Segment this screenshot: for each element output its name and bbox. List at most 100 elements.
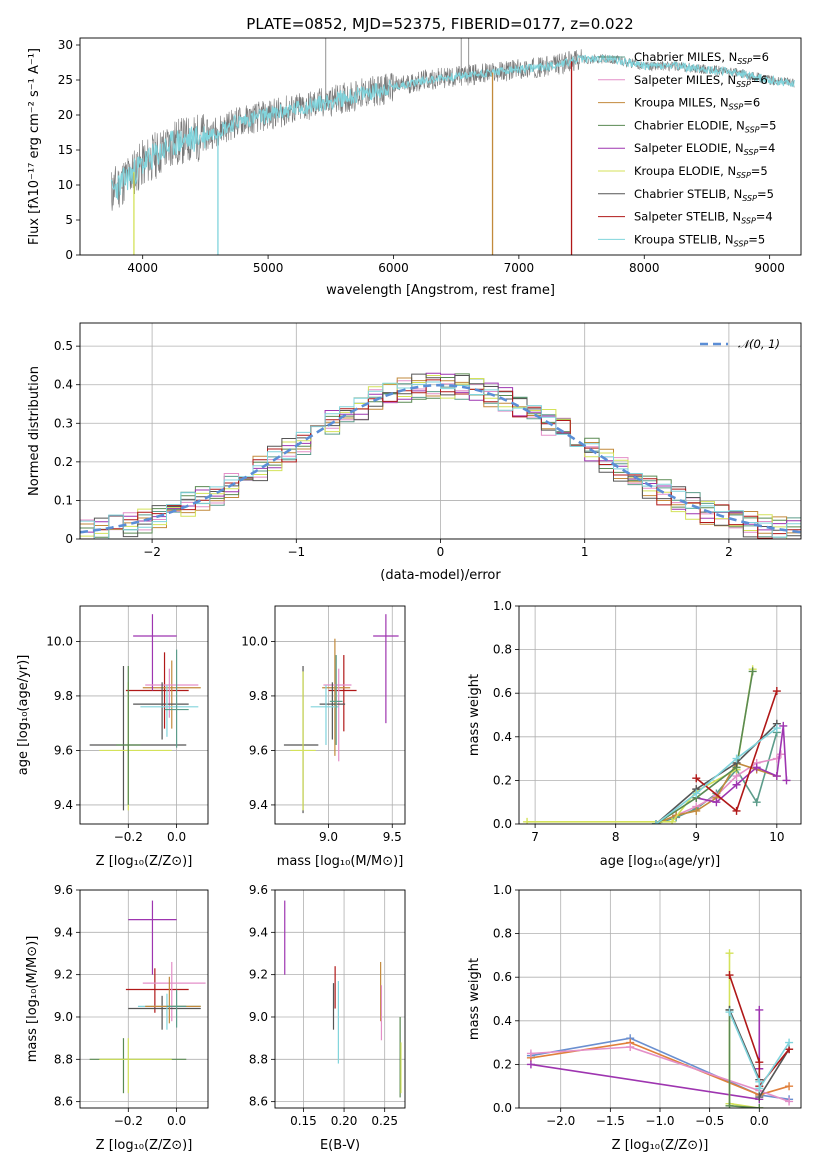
axes-frame (518, 889, 802, 1109)
legend-label-subscript: SSP (742, 194, 757, 203)
series-point-marker (692, 806, 701, 815)
x-tick-label: 0.0 (750, 1114, 769, 1128)
y-tick-label: 9.0 (54, 1010, 73, 1024)
series-point-marker (732, 780, 741, 789)
series-point-marker (732, 806, 741, 815)
legend-label: Kroupa STELIB, NSSP=5 (634, 232, 765, 248)
legend-label-suffix: =6 (751, 73, 768, 87)
y-tick-label: 30 (58, 38, 73, 52)
legend-label-suffix: =4 (758, 141, 775, 155)
y-tick-label: 0.2 (493, 773, 512, 787)
x-tick-label: 6000 (378, 261, 409, 275)
series-point-marker (782, 776, 791, 785)
y-tick-label: 0.2 (54, 455, 73, 469)
y-tick-label: 1.0 (493, 599, 512, 613)
series-point-marker (526, 1060, 535, 1069)
legend-label: Salpeter STELIB, NSSP=4 (634, 210, 773, 226)
series-line (655, 753, 782, 824)
series-point-marker (692, 774, 701, 783)
legend-label-suffix: =5 (748, 232, 765, 246)
series-point-marker (692, 789, 701, 798)
x-tick-label: 10 (769, 830, 784, 844)
x-tick-label: 0.25 (371, 1114, 398, 1128)
legend-label-suffix: =5 (760, 118, 777, 132)
legend-label-subscript: SSP (734, 239, 749, 248)
series-point-marker (651, 820, 660, 824)
y-axis-label: mass weight (467, 958, 482, 1040)
y-tick-label: 1.0 (493, 883, 512, 897)
legend-label-suffix: =6 (752, 50, 769, 64)
series-point-marker (755, 1093, 764, 1102)
legend-label-subscript: SSP (729, 103, 744, 112)
y-tick-label: 0 (65, 248, 73, 262)
y-tick-label: 0.4 (493, 1014, 512, 1028)
legend-label: Salpeter MILES, NSSP=6 (634, 73, 768, 89)
y-axis-label: mass weight (467, 674, 482, 756)
x-tick-label: 0.0 (167, 1114, 186, 1128)
y-tick-label: 0.3 (54, 416, 73, 430)
plot-area-mass_vs_ebv (275, 890, 405, 1108)
x-tick-label: 0 (437, 545, 445, 559)
x-axis-label: Z [log₁₀(Z/Z⊙)] (612, 1138, 709, 1153)
legend-label-text: Salpeter STELIB, N (634, 210, 741, 224)
y-tick-label: 0.8 (493, 643, 512, 657)
series-point-marker (785, 1082, 794, 1091)
x-tick-label: −0.5 (695, 1114, 724, 1128)
histogram-step-line (80, 381, 801, 539)
y-tick-label: 8.6 (249, 1095, 268, 1109)
y-tick-label: 8.6 (54, 1095, 73, 1109)
x-axis-label: Z [log₁₀(Z/Z⊙)] (96, 854, 193, 869)
legend-label-text: Salpeter MILES, N (634, 73, 736, 87)
series-point-marker (732, 754, 741, 763)
y-tick-label: 9.6 (249, 883, 268, 897)
series-point-marker (725, 1008, 734, 1017)
series-point-marker (772, 772, 781, 781)
x-tick-label: 4000 (127, 261, 158, 275)
y-tick-label: 9.2 (249, 968, 268, 982)
series-line (530, 1046, 790, 1103)
y-tick-label: 10.0 (46, 634, 73, 648)
series-point-marker (752, 798, 761, 807)
legend-label: 𝒩(0, 1) (738, 337, 780, 351)
series-line (728, 974, 790, 1089)
y-tick-label: 0.6 (493, 970, 512, 984)
legend-label-subscript: SSP (736, 80, 751, 89)
y-tick-label: 0.0 (493, 817, 512, 831)
x-axis-label: wavelength [Angstrom, rest frame] (326, 283, 555, 298)
x-tick-label: 9.0 (319, 830, 338, 844)
legend-label: Chabrier STELIB, NSSP=5 (634, 187, 774, 203)
y-tick-label: 8.8 (54, 1052, 73, 1066)
axes-frame (79, 322, 802, 540)
plot-area-residuals (80, 323, 801, 539)
axes-frame (274, 605, 406, 825)
x-tick-label: 5000 (253, 261, 284, 275)
y-axis-label: mass [log₁₀(M/M⊙)] (25, 936, 40, 1063)
legend-label-subscript: SSP (741, 217, 756, 226)
normal-curve (80, 383, 801, 534)
series-line (530, 1009, 761, 1101)
legend-label-subscript: SSP (744, 148, 759, 157)
legend-label-subscript: SSP (736, 171, 751, 180)
legend-label: Chabrier ELODIE, NSSP=5 (634, 118, 776, 134)
series-point-marker (725, 949, 734, 958)
x-tick-label: 7 (531, 830, 539, 844)
series-point-marker (755, 1058, 764, 1067)
legend-label: Salpeter ELODIE, NSSP=4 (634, 141, 775, 157)
y-tick-label: 0.1 (54, 493, 73, 507)
series-point-marker (785, 1038, 794, 1047)
y-axis-label: age [log₁₀(age/yr)] (16, 655, 31, 776)
x-tick-label: 0.15 (290, 1114, 317, 1128)
x-tick-label: 1 (581, 545, 589, 559)
series-point-marker (755, 1005, 764, 1014)
legend-label: Chabrier MILES, NSSP=6 (634, 50, 769, 66)
series-line (527, 669, 754, 823)
series-line (530, 1037, 790, 1101)
series-line (655, 727, 778, 824)
y-tick-label: 25 (58, 73, 73, 87)
legend-label-text: Chabrier MILES, N (634, 50, 737, 64)
y-tick-label: 9.8 (54, 689, 73, 703)
legend-label-subscript: SSP (745, 125, 760, 134)
x-tick-label: 9.5 (383, 830, 402, 844)
x-tick-label: 0.20 (331, 1114, 358, 1128)
